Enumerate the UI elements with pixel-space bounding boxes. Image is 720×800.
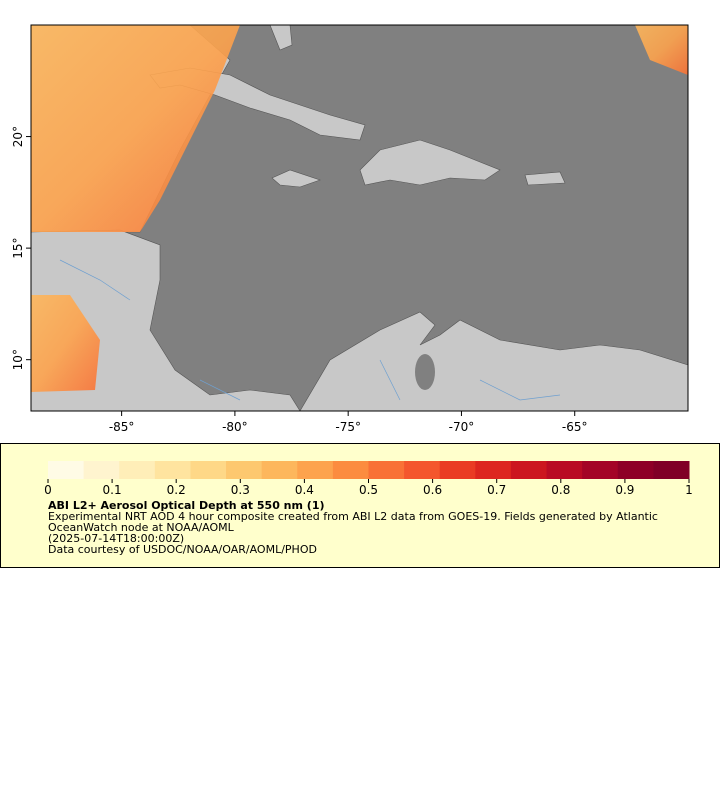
aerosol-plume <box>31 25 240 232</box>
colorbar-swatch <box>119 461 156 479</box>
colorbar-swatch <box>83 461 120 479</box>
jamaica <box>271 169 321 188</box>
colorbar-swatch <box>332 461 369 479</box>
hispaniola <box>359 139 501 186</box>
colorbar-tick-label: 0.9 <box>615 483 634 497</box>
title: ABI L2+ Aerosol Optical Depth at 550 nm … <box>48 499 325 512</box>
y-tick-label: 10° <box>11 349 25 370</box>
x-tick-label: -70° <box>449 420 475 434</box>
colorbar-swatch <box>154 461 191 479</box>
y-tick-label: 20° <box>11 126 25 147</box>
colorbar-tick-label: 0.5 <box>359 483 378 497</box>
x-tick-label: -80° <box>222 420 248 434</box>
colorbar-swatch <box>475 461 512 479</box>
river <box>59 259 561 401</box>
colorbar-swatch <box>510 461 548 479</box>
colorbar-swatch <box>582 461 619 479</box>
colorbar-tick-label: 0.2 <box>167 483 186 497</box>
colorbar-swatch <box>368 461 405 479</box>
colorbar-tick-label: 0.6 <box>423 483 442 497</box>
colorbar-tick-label: 0 <box>44 483 52 497</box>
map-frame <box>30 24 689 412</box>
colorbar-tick-label: 0.7 <box>487 483 506 497</box>
colorbar-tick-label: 0.8 <box>551 483 570 497</box>
map: -85° -80° -75° -70° -65° 10° 15° 20° <box>11 24 689 434</box>
puerto-rico <box>524 171 566 186</box>
colorbar-swatch <box>261 461 298 479</box>
colorbar-swatch <box>653 461 690 479</box>
colorbar-tick-label: 0.4 <box>295 483 314 497</box>
colorbar-tick-label: 0.1 <box>103 483 122 497</box>
note: (2025-07-14T18:00:00Z) <box>48 532 185 545</box>
colorbar-swatch <box>439 461 476 479</box>
colorbar-swatch <box>404 461 441 479</box>
south-america <box>299 311 689 412</box>
colorbar-swatch <box>48 461 85 479</box>
colorbar-swatch <box>190 461 227 479</box>
colorbar-swatch <box>297 461 334 479</box>
colorbar: 0 0.1 0.2 0.3 0.4 0.5 0.6 0.7 0.8 0.9 1 <box>44 461 693 497</box>
legend: 0 0.1 0.2 0.3 0.4 0.5 0.6 0.7 0.8 0.9 1 ABI L2+ Ae… <box>0 443 720 568</box>
colorbar-swatch <box>546 461 583 479</box>
y-tick-label: 15° <box>11 237 25 258</box>
note: Experimental NRT AOD 4 hour composite cr… <box>48 510 658 534</box>
info: ABI L2+ Aerosol Optical Depth at 550 nm … <box>48 500 698 555</box>
map-border <box>30 24 689 412</box>
x-tick-label: -85° <box>109 420 135 434</box>
x-tick-label: -65° <box>562 420 588 434</box>
colorbar-swatch <box>226 461 263 479</box>
lake <box>415 354 435 390</box>
colorbar-tick-label: 1 <box>685 483 693 497</box>
aerosol-plume <box>635 25 688 75</box>
colorbar-tick-label: 0.3 <box>231 483 250 497</box>
x-tick-label: -75° <box>335 420 361 434</box>
colorbar-swatch <box>617 461 654 479</box>
aerosol-plume <box>31 295 100 392</box>
note: Data courtesy of USDOC/NOAA/OAR/AOML/PHO… <box>48 543 317 556</box>
